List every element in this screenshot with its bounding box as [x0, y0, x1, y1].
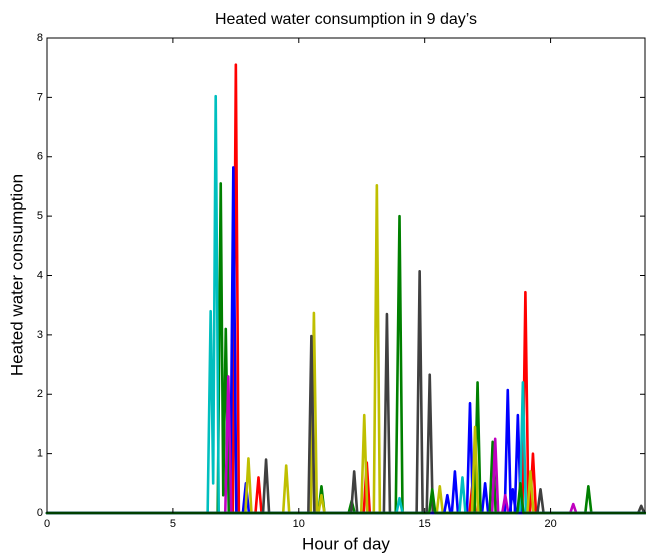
y-axis-label: Heated water consumption: [7, 174, 26, 376]
y-tick-label: 0: [37, 507, 43, 519]
x-tick-label: 20: [544, 518, 556, 530]
x-tick-label: 10: [293, 518, 305, 530]
y-tick-label: 6: [37, 151, 43, 163]
x-tick-label: 0: [44, 518, 50, 530]
data-line: [45, 94, 646, 515]
x-tick-label: 15: [419, 518, 431, 530]
data-line: [45, 183, 646, 515]
x-tick-label: 5: [170, 518, 176, 530]
y-tick-label: 2: [37, 388, 43, 400]
y-tick-label: 7: [37, 91, 43, 103]
chart-title: Heated water consumption in 9 day’s: [215, 11, 477, 28]
y-tick-label: 8: [37, 32, 43, 44]
y-tick-label: 4: [37, 269, 43, 281]
y-tick-label: 5: [37, 210, 43, 222]
y-tick-label: 3: [37, 329, 43, 341]
x-axis-label: Hour of day: [302, 534, 390, 553]
y-tick-label: 1: [37, 448, 43, 460]
